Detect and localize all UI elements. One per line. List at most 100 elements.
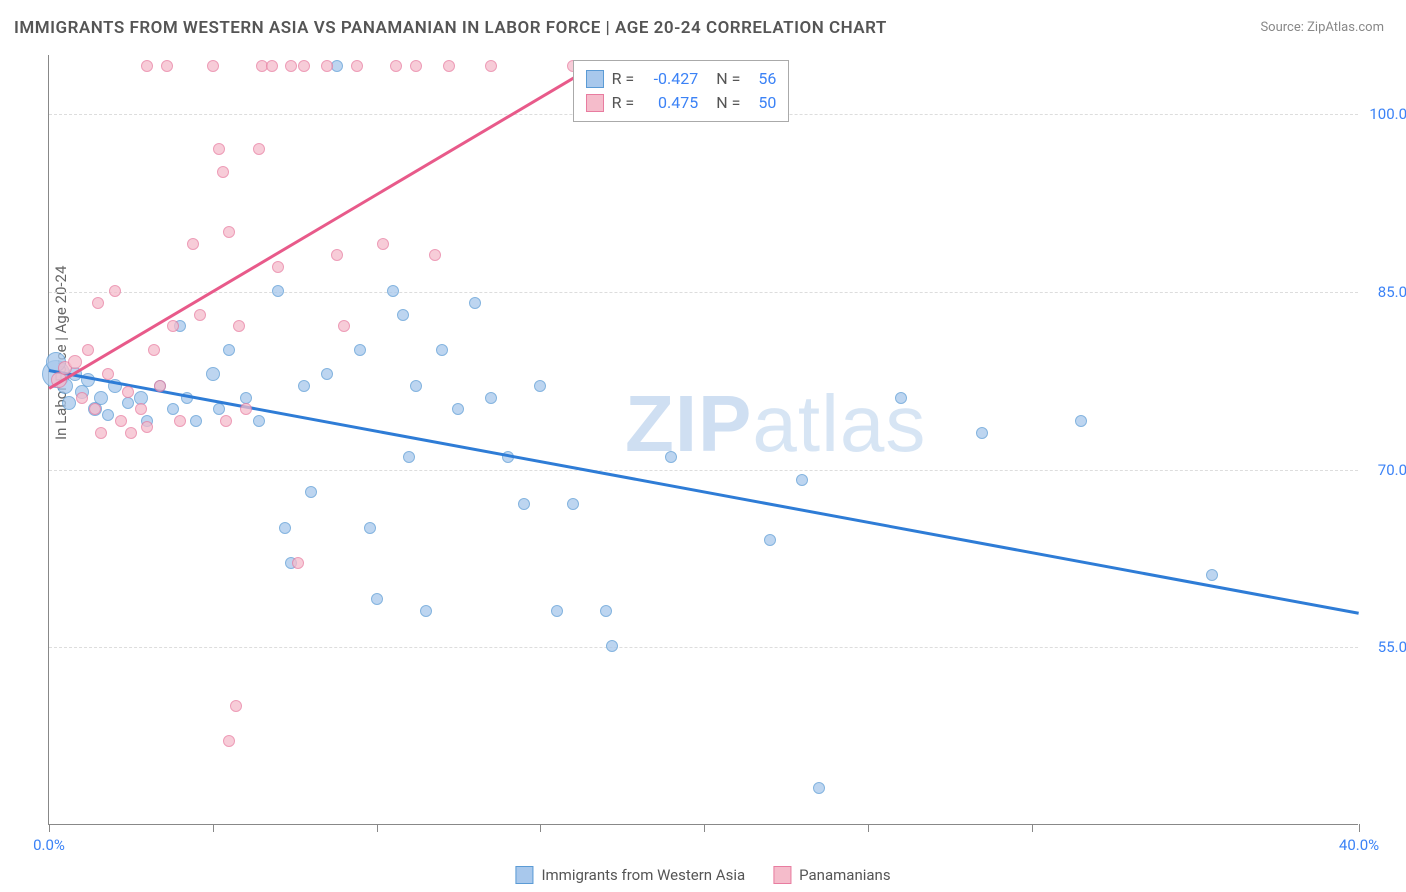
scatter-point [567,498,579,510]
scatter-point [285,60,297,72]
gridline-h [49,647,1358,648]
scatter-point [92,297,104,309]
scatter-point [122,397,134,409]
stats-r-label: R = [612,91,635,115]
source-label: Source: [1260,20,1303,35]
stats-r-label: R = [612,67,635,91]
scatter-point [606,640,618,652]
scatter-point [272,261,284,273]
stats-row: R =0.475N =50 [586,91,777,115]
xtick [377,824,378,832]
scatter-point [109,285,121,297]
scatter-point [279,522,291,534]
scatter-point [266,60,278,72]
scatter-point [551,605,563,617]
ytick-label: 100.0% [1363,105,1406,123]
scatter-point [253,143,265,155]
scatter-point [364,522,376,534]
scatter-point [436,344,448,356]
plot-area: In Labor Force | Age 20-24 ZIPatlas 55.0… [48,55,1358,825]
scatter-point [410,60,422,72]
scatter-point [305,486,317,498]
scatter-point [371,593,383,605]
scatter-point [217,166,229,178]
scatter-point [89,403,101,415]
source-attribution: Source: ZipAtlas.com [1260,20,1384,35]
xtick [704,824,705,832]
gridline-h [49,470,1358,471]
chart-title: IMMIGRANTS FROM WESTERN ASIA VS PANAMANI… [14,18,887,38]
scatter-point [600,605,612,617]
xtick-label: 0.0% [33,836,65,854]
scatter-point [351,60,363,72]
scatter-point [485,60,497,72]
legend-label: Immigrants from Western Asia [541,866,745,884]
scatter-point [1206,569,1218,581]
scatter-point [167,403,179,415]
scatter-point [1075,415,1087,427]
scatter-point [161,60,173,72]
scatter-point [125,427,137,439]
scatter-point [469,297,481,309]
scatter-point [796,474,808,486]
scatter-point [122,386,134,398]
scatter-point [141,60,153,72]
scatter-point [272,285,284,297]
scatter-point [298,60,310,72]
scatter-point [213,403,225,415]
xtick [49,824,50,832]
scatter-point [190,415,202,427]
scatter-point [387,285,399,297]
scatter-point [976,427,988,439]
scatter-point [102,368,114,380]
source-link[interactable]: ZipAtlas.com [1307,20,1384,35]
scatter-point [233,320,245,332]
scatter-point [420,605,432,617]
scatter-point [518,498,530,510]
xtick [213,824,214,832]
scatter-point [135,403,147,415]
scatter-point [206,367,220,381]
scatter-point [187,238,199,250]
trendline [48,67,590,389]
scatter-point [94,391,108,405]
scatter-point [82,344,94,356]
scatter-point [95,427,107,439]
scatter-point [443,60,455,72]
scatter-point [154,380,166,392]
stats-box: R =-0.427N =56R =0.475N =50 [573,60,790,122]
scatter-point [354,344,366,356]
scatter-point [213,143,225,155]
ytick-label: 70.0% [1363,461,1406,479]
scatter-point [331,249,343,261]
scatter-point [223,226,235,238]
scatter-point [240,392,252,404]
stats-n-label: N = [716,91,740,115]
scatter-point [534,380,546,392]
stats-n-value: 50 [748,91,776,115]
scatter-point [813,782,825,794]
legend-swatch [773,866,791,884]
scatter-point [764,534,776,546]
legend-item: Immigrants from Western Asia [515,866,745,884]
scatter-point [452,403,464,415]
chart-container: IMMIGRANTS FROM WESTERN ASIA VS PANAMANI… [0,0,1406,892]
legend-bottom: Immigrants from Western AsiaPanamanians [515,866,890,884]
scatter-point [665,451,677,463]
scatter-point [338,320,350,332]
stats-n-label: N = [716,67,740,91]
scatter-point [397,309,409,321]
legend-swatch [515,866,533,884]
scatter-point [321,60,333,72]
scatter-point [298,380,310,392]
xtick [868,824,869,832]
scatter-point [410,380,422,392]
watermark-bold: ZIP [625,379,752,468]
scatter-point [390,60,402,72]
stats-n-value: 56 [748,67,776,91]
scatter-point [895,392,907,404]
xtick-label: 40.0% [1339,836,1379,854]
scatter-point [485,392,497,404]
stats-swatch [586,94,604,112]
xtick [1032,824,1033,832]
